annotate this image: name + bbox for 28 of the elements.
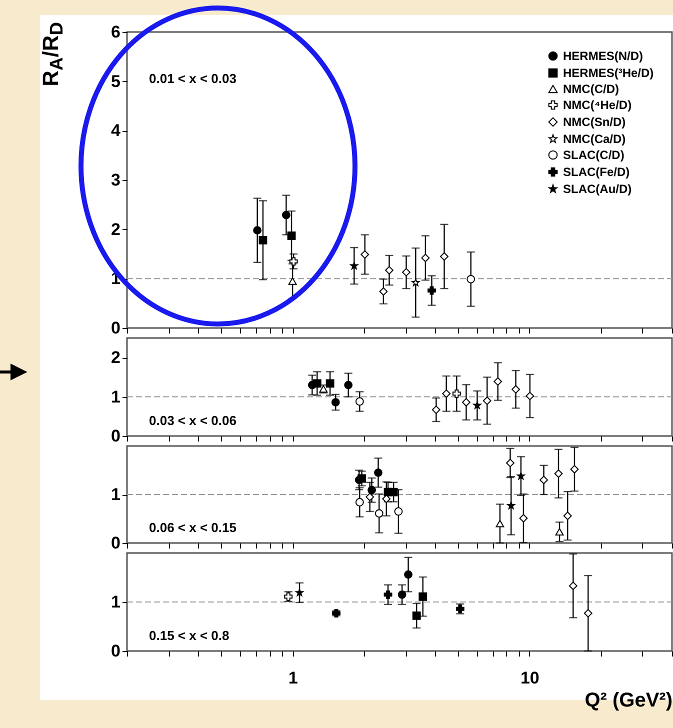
y-tick-label: 5 (111, 72, 120, 91)
legend-label: NMC(Ca/D) (563, 132, 626, 146)
legend-label: SLAC(C/D) (563, 148, 624, 162)
annotation: 0.15 < x < 0.8 (149, 628, 230, 643)
y-tick-label: 0 (111, 426, 120, 446)
annotation: 0.03 < x < 0.06 (149, 413, 236, 428)
y-tick-label: 2 (111, 348, 120, 368)
annotation: 0.01 < x < 0.03 (149, 71, 236, 86)
x-tick-label: 10 (520, 668, 540, 688)
legend-label: SLAC(Fe/D) (563, 165, 630, 179)
legend-label: SLAC(Au/D) (563, 182, 632, 196)
legend-label: HERMES(N/D) (563, 49, 643, 63)
legend-label: NMC(⁴He/D) (563, 98, 632, 112)
y-tick-label: 0 (111, 318, 120, 338)
y-tick-label: 6 (111, 22, 120, 42)
y-tick-label: 0 (111, 642, 120, 660)
y-tick-label: 1 (111, 592, 120, 612)
y-tick-label: 1 (111, 387, 120, 406)
legend-label: NMC(Sn/D) (563, 115, 626, 129)
y-tick-label: 3 (111, 170, 120, 190)
legend-label: NMC(C/D) (563, 82, 619, 96)
y-tick-label: 0 (111, 534, 120, 552)
legend-label: HERMES(³He/D) (563, 66, 654, 80)
annotation: 0.06 < x < 0.15 (149, 520, 236, 535)
y-tick-label: 1 (111, 485, 120, 504)
y-tick-label: 2 (111, 220, 120, 239)
y-tick-label: 4 (111, 121, 122, 140)
x-axis-title: Q² (GeV²) (584, 690, 672, 712)
